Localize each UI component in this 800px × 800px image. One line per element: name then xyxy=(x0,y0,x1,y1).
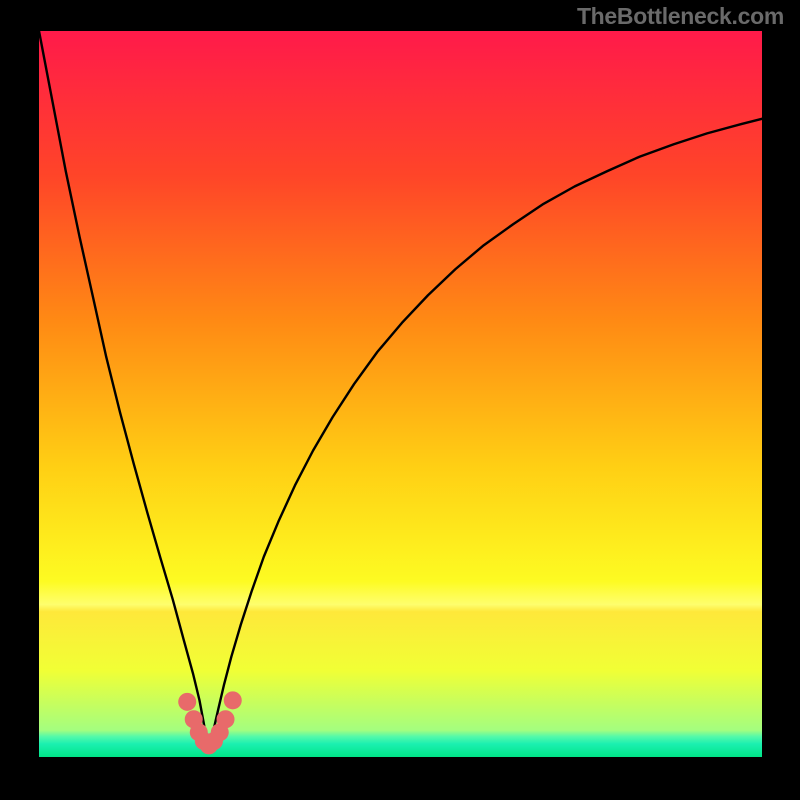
chart-root: TheBottleneck.com xyxy=(0,0,800,800)
marker-dot xyxy=(217,710,235,728)
watermark-text: TheBottleneck.com xyxy=(577,3,784,30)
chart-svg xyxy=(0,0,800,800)
plot-area xyxy=(39,31,762,757)
marker-dot xyxy=(178,693,196,711)
marker-dot xyxy=(224,691,242,709)
